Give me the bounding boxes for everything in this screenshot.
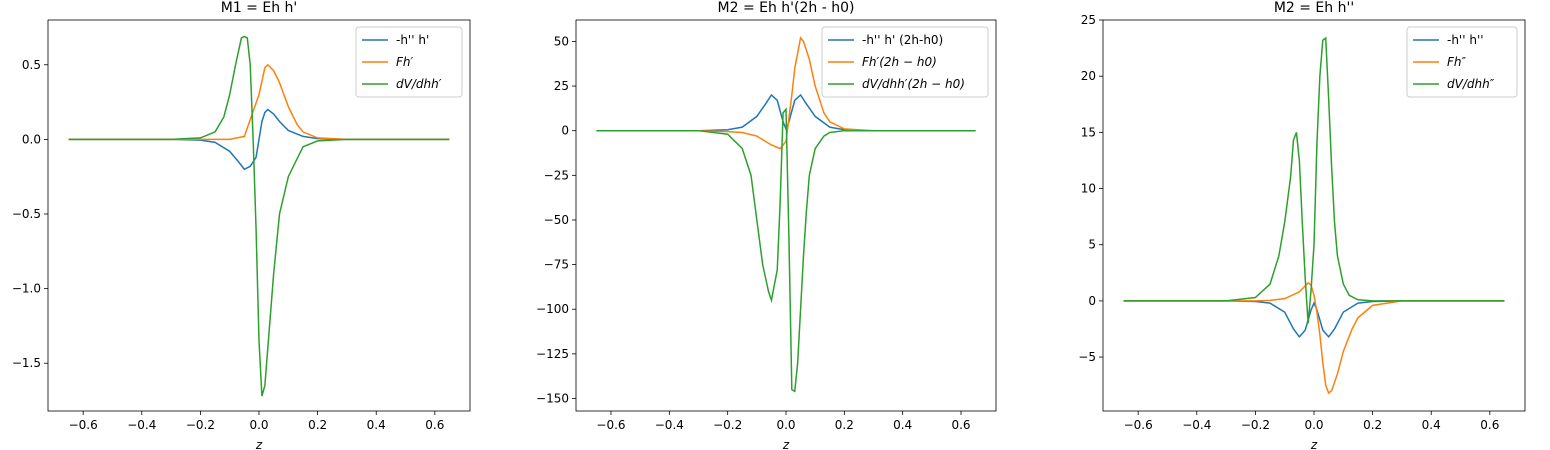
x-axis-label: z (1310, 438, 1318, 450)
x-tick-label: −0.2 (186, 418, 215, 432)
legend-entry-label: Fh′ (396, 55, 414, 69)
legend-entry-label: dV/dhh′ (396, 77, 442, 91)
x-tick-label: 0.4 (367, 418, 386, 432)
y-tick-label: −1.0 (12, 282, 41, 296)
x-tick-label: 0.6 (425, 418, 444, 432)
y-tick-label: 0.0 (22, 132, 41, 146)
y-tick-label: 20 (1081, 69, 1096, 83)
chart-title: M2 = Eh h'(2h - h0) (718, 0, 855, 16)
series-line-3 (596, 107, 976, 393)
y-tick-label: 0.5 (22, 58, 41, 72)
y-tick-label: −0.5 (12, 207, 41, 221)
chart-panel-2: M2 = Eh h'(2h - h0) −0.6 −0.4 −0.2 0.0 0.2 0.4… (536, 0, 997, 450)
x-tick-label: 0.2 (308, 418, 327, 432)
x-axis-label: z (782, 438, 790, 450)
y-tick-label: 10 (1081, 182, 1096, 196)
x-tick-label: −0.6 (69, 418, 98, 432)
y-tick-label: 5 (1088, 238, 1096, 252)
x-tick-label: −0.6 (1124, 418, 1153, 432)
x-tick-label: 0.2 (835, 418, 854, 432)
legend: -h'' h' Fh′ dV/dhh′ (355, 26, 463, 98)
x-tick-label: −0.4 (1182, 418, 1211, 432)
x-tick-label: 0.4 (893, 418, 912, 432)
y-tick-label: −5 (1078, 350, 1096, 364)
y-tick-label: 0 (561, 124, 569, 138)
legend-entry-label: -h'' h'' (1447, 33, 1484, 47)
legend-box (821, 26, 989, 98)
series-line-2 (68, 63, 450, 141)
x-tick-label: −0.6 (596, 418, 625, 432)
y-tick-label: 25 (1081, 13, 1096, 27)
legend: -h'' h' (2h-h0) Fh′(2h − h0) dV/dhh′(2h − … (821, 26, 989, 98)
series-line-3 (1123, 36, 1505, 324)
chart-title: M1 = Eh h' (221, 0, 298, 16)
y-tick-label: −100 (536, 302, 569, 316)
legend: -h'' h'' Fh″ dV/dhh″ (1406, 26, 1518, 98)
x-axis-label: z (255, 438, 263, 450)
y-tick-label: −25 (544, 168, 569, 182)
legend-entry-label: Fh″ (1447, 55, 1467, 69)
x-tick-label: −0.4 (127, 418, 156, 432)
x-tick-label: 0.0 (776, 418, 795, 432)
series-line-1 (68, 108, 450, 171)
x-tick-label: 0.6 (951, 418, 970, 432)
legend-entry-label: -h'' h' (396, 33, 429, 47)
y-tick-label: 0 (1088, 294, 1096, 308)
y-tick-label: −125 (536, 347, 569, 361)
y-tick-label: −150 (536, 392, 569, 406)
x-tick-label: −0.4 (655, 418, 684, 432)
x-tick-label: 0.4 (1422, 418, 1441, 432)
legend-entry-label: -h'' h' (2h-h0) (862, 33, 943, 47)
y-tick-label: 25 (554, 79, 569, 93)
chart-panel-1: M1 = Eh h' −0.6 −0.4 −0.2 0.0 0.2 0.4 0.6 −1.5 −1… (12, 0, 471, 450)
y-tick-label: 50 (554, 34, 569, 48)
chart-title: M2 = Eh h'' (1274, 0, 1354, 16)
series-line-3 (68, 35, 450, 397)
series-line-1 (1123, 300, 1505, 339)
x-tick-label: −0.2 (1241, 418, 1270, 432)
legend-entry-label: Fh′(2h − h0) (862, 55, 937, 69)
chart-panel-3: M2 = Eh h'' −0.6 −0.4 −0.2 0.0 0.2 0.4 0.6 −5 0 5 1… (1078, 0, 1526, 450)
legend-entry-label: dV/dhh″ (1447, 77, 1495, 91)
y-tick-label: −1.5 (12, 356, 41, 370)
x-tick-label: 0.0 (1304, 418, 1323, 432)
legend-box (355, 26, 463, 98)
legend-entry-label: dV/dhh′(2h − h0) (862, 77, 965, 91)
x-tick-label: −0.2 (713, 418, 742, 432)
y-tick-label: 15 (1081, 125, 1096, 139)
x-tick-label: 0.0 (249, 418, 268, 432)
x-tick-label: 0.6 (1480, 418, 1499, 432)
y-tick-label: −50 (544, 213, 569, 227)
series-line-2 (1123, 281, 1505, 395)
y-tick-label: −75 (544, 258, 569, 272)
legend-box (1406, 26, 1518, 98)
series-line-2 (596, 36, 976, 150)
x-tick-label: 0.2 (1363, 418, 1382, 432)
